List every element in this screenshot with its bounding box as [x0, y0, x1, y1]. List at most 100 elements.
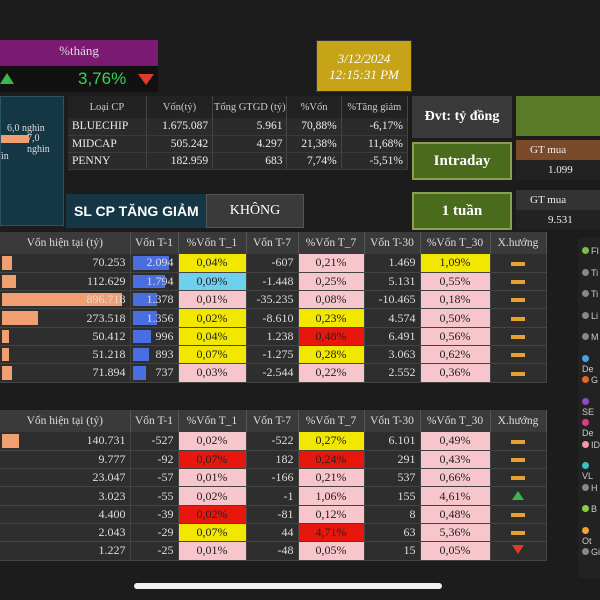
column-header[interactable]: %Vốn T_1 — [178, 410, 247, 432]
cp-col-header[interactable]: Tổng GTGD (tỷ) — [212, 96, 288, 118]
cell-p1: 0,07% — [178, 450, 247, 470]
table-row[interactable]: 273.518 1.356 0,02% -8.610 0,23% 4.574 0,50% — [0, 308, 547, 328]
legend-dot-icon — [582, 397, 589, 405]
column-header[interactable]: Vốn T-30 — [364, 232, 421, 254]
table-row[interactable]: 3.023 -55 0,02% -1 1,06% 155 4,61% — [0, 486, 547, 506]
cell-text: 893 — [155, 347, 174, 362]
legend-item[interactable]: B — [582, 504, 597, 514]
column-header[interactable]: %Vốn T_7 — [298, 232, 365, 254]
left-panel-line2: 7,0 nghìn — [27, 133, 50, 155]
cell-text: 0,25% — [315, 273, 347, 288]
cp-col-header[interactable]: %Vốn — [286, 96, 342, 118]
legend-dot-icon — [582, 354, 589, 362]
legend-item[interactable]: De — [582, 354, 600, 374]
cell-text: 1.378 — [146, 292, 174, 307]
cell-p30: 0,48% — [420, 505, 491, 524]
legend-item[interactable]: Ti — [582, 289, 598, 299]
trend-flat-icon — [511, 316, 525, 321]
one-week-button[interactable]: 1 tuần — [412, 192, 512, 230]
khong-button[interactable]: KHÔNG — [206, 194, 304, 228]
table-row[interactable]: 1.227 -25 0,01% -48 0,05% 15 0,05% — [0, 541, 547, 561]
horizontal-scrollbar[interactable] — [134, 583, 442, 589]
legend-item[interactable]: VL — [582, 461, 600, 481]
cell-t1: 737 — [130, 363, 179, 383]
cell-text: 0,55% — [439, 273, 471, 288]
table-row[interactable]: 140.731 -527 0,02% -522 0,27% 6.101 0,49% — [0, 432, 547, 451]
cell-t30: 8 — [364, 505, 421, 524]
legend-item[interactable]: SE — [582, 397, 600, 417]
trend-indicator — [490, 327, 547, 346]
time-text: 12:15:31 PM — [329, 67, 399, 82]
column-header[interactable]: %Vốn T_7 — [298, 410, 365, 432]
column-header[interactable]: X.hướng — [490, 410, 547, 432]
column-header[interactable]: Vốn T-7 — [246, 232, 299, 254]
cell-text: -35.235 — [256, 292, 294, 307]
table-row[interactable]: 70.253 2.094 0,04% -607 0,21% 1.469 1,09% — [0, 254, 547, 273]
column-header[interactable]: Vốn T-7 — [246, 410, 299, 432]
table-row[interactable]: 2.043 -29 0,07% 44 4,71% 63 5,36% — [0, 523, 547, 543]
cell-p1: 0,02% — [178, 486, 247, 506]
cell-von: 51.218 — [0, 345, 131, 365]
cell-text: 0,49% — [439, 433, 471, 448]
cp-col-header[interactable]: %Tăng giảm — [341, 96, 409, 118]
down-arrow-icon — [138, 74, 154, 85]
cell-text: 0,21% — [315, 470, 347, 485]
table-row[interactable]: MIDCAP 505.242 4.297 21,38% 11,68% — [68, 135, 409, 153]
table-row[interactable]: 50.412 996 0,04% 1.238 0,48% 6.491 0,56% — [0, 327, 547, 346]
column-header[interactable]: %Vốn T_1 — [178, 232, 247, 254]
table-row[interactable]: 51.218 893 0,07% -1.275 0,28% 3.063 0,62% — [0, 345, 547, 365]
cp-col-header[interactable]: Loại CP — [68, 96, 147, 118]
legend-item[interactable]: ID — [582, 440, 600, 450]
left-panel-bar — [1, 135, 29, 143]
legend-item[interactable]: Ot — [582, 526, 600, 546]
cell-p1: 0,07% — [178, 345, 247, 365]
table-row[interactable]: 112.629 1.794 0,09% -1.448 0,25% 5.131 0,55% — [0, 272, 547, 292]
legend-item[interactable]: G — [582, 375, 598, 385]
legend-item[interactable]: H — [582, 483, 598, 493]
column-header[interactable]: Vốn T-1 — [130, 232, 179, 254]
cell-p7: 0,21% — [298, 254, 365, 273]
cp-cell: -5,51% — [341, 152, 409, 170]
legend-dot-icon — [582, 419, 589, 426]
legend-item[interactable]: Li — [582, 311, 598, 321]
legend-item[interactable]: De — [582, 418, 600, 438]
legend-item[interactable]: M — [582, 332, 599, 342]
table-row[interactable]: BLUECHIP 1.675.087 5.961 70,88% -6,17% — [68, 118, 409, 136]
table-row[interactable]: 9.777 -92 0,07% 182 0,24% 291 0,43% — [0, 450, 547, 470]
cell-text: 0,05% — [315, 543, 347, 558]
column-header[interactable]: Vốn hiện tại (tỷ) — [0, 410, 131, 432]
column-header[interactable]: Vốn T-30 — [364, 410, 421, 432]
column-header[interactable]: Vốn T-1 — [130, 410, 179, 432]
legend-label: FI — [591, 246, 599, 256]
table-row[interactable]: 896.718 1.378 0,01% -35.235 0,08% -10.465 0,18… — [0, 290, 547, 310]
cell-text: -1.448 — [262, 273, 294, 288]
table-row[interactable]: 71.894 737 0,03% -2.544 0,22% 2.552 0,36% — [0, 363, 547, 383]
legend-item[interactable]: Gi — [582, 547, 600, 557]
cell-text: -8.610 — [262, 310, 294, 325]
trend-indicator — [490, 523, 547, 543]
cp-col-header[interactable]: Vốn(tỷ) — [146, 96, 214, 118]
table-row[interactable]: 4.400 -39 0,02% -81 0,12% 8 0,48% — [0, 505, 547, 524]
cell-text: 23.047 — [92, 470, 126, 485]
trend-indicator — [490, 486, 547, 506]
cell-p30: 0,50% — [420, 308, 491, 328]
table-row[interactable]: 23.047 -57 0,01% -166 0,21% 537 0,66% — [0, 468, 547, 488]
intraday-button[interactable]: Intraday — [412, 142, 512, 180]
legend-label: Ti — [591, 289, 599, 299]
trend-flat-icon — [511, 458, 525, 463]
column-header[interactable]: Vốn hiện tại (tỷ) — [0, 232, 131, 254]
sl-cp-tang-giam-button[interactable]: SL CP TĂNG GIẢM — [66, 194, 206, 228]
trend-indicator — [490, 308, 547, 328]
table-row[interactable]: PENNY 182.959 683 7,74% -5,51% — [68, 152, 409, 170]
cell-t30: 15 — [364, 541, 421, 561]
legend-item[interactable]: FI — [582, 246, 599, 256]
cp-cell: 7,74% — [286, 152, 342, 170]
cell-p7: 0,24% — [298, 450, 365, 470]
legend-item[interactable]: Ti — [582, 268, 598, 278]
cell-text: 182 — [275, 451, 294, 466]
column-header[interactable]: X.hướng — [490, 232, 547, 254]
column-header[interactable]: %Vốn T_30 — [420, 232, 491, 254]
column-header[interactable]: %Vốn T_30 — [420, 410, 491, 432]
trend-down-icon — [512, 545, 524, 555]
cell-p30: 4,61% — [420, 486, 491, 506]
